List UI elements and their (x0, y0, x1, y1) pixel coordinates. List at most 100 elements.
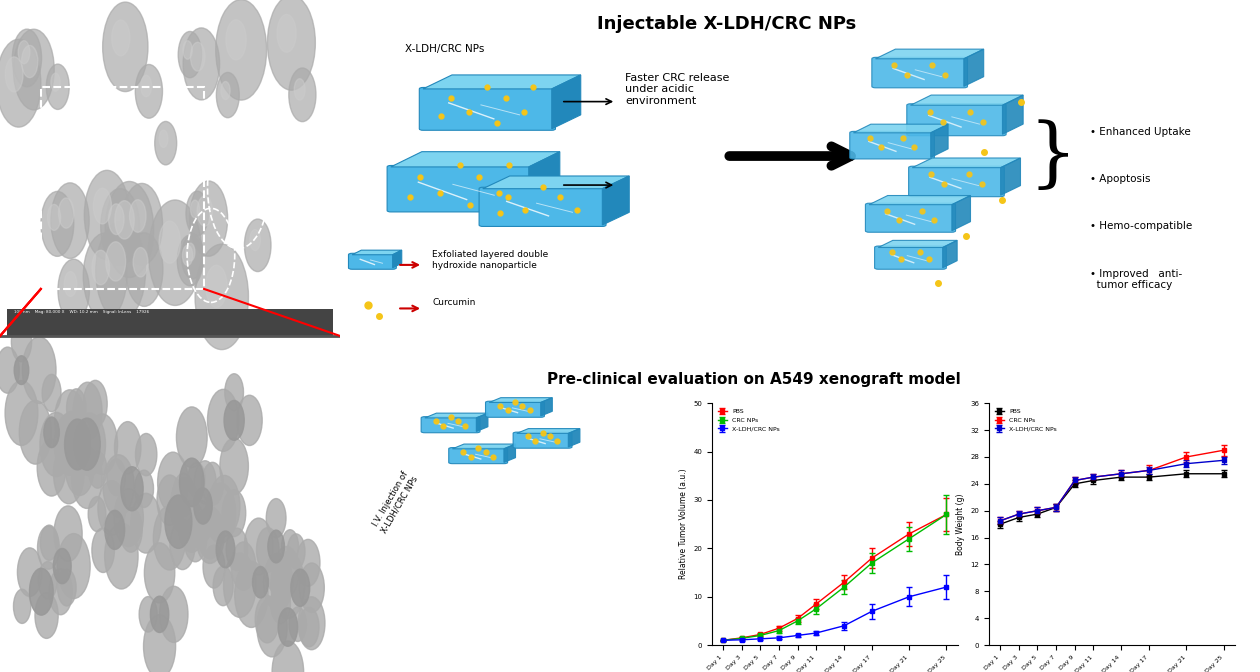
Circle shape (115, 201, 135, 239)
Circle shape (220, 438, 248, 495)
Circle shape (179, 501, 205, 552)
Text: Faster CRC release
under acidic
environment: Faster CRC release under acidic environm… (625, 73, 730, 106)
Circle shape (54, 413, 86, 475)
Polygon shape (568, 429, 580, 447)
Circle shape (170, 478, 199, 534)
Circle shape (271, 585, 291, 624)
Circle shape (18, 41, 30, 64)
Circle shape (53, 444, 84, 504)
Circle shape (44, 417, 59, 448)
Polygon shape (876, 49, 984, 58)
Circle shape (19, 401, 52, 464)
Circle shape (14, 29, 54, 110)
Circle shape (194, 488, 212, 524)
Circle shape (224, 401, 244, 440)
Circle shape (179, 458, 204, 507)
Circle shape (154, 506, 185, 570)
Circle shape (296, 540, 320, 587)
Circle shape (101, 188, 140, 265)
Circle shape (126, 233, 163, 306)
Circle shape (209, 475, 239, 536)
Legend: PBS, CRC NPs, X-LDH/CRC NPs: PBS, CRC NPs, X-LDH/CRC NPs (714, 407, 782, 434)
Circle shape (149, 200, 202, 306)
Polygon shape (869, 196, 970, 205)
Circle shape (234, 562, 268, 628)
Circle shape (227, 528, 248, 571)
Circle shape (93, 188, 111, 224)
Circle shape (213, 566, 233, 605)
Circle shape (300, 563, 324, 612)
Polygon shape (1003, 95, 1023, 134)
Circle shape (299, 607, 319, 647)
Circle shape (134, 247, 147, 277)
Circle shape (23, 337, 55, 403)
Polygon shape (504, 444, 515, 462)
Circle shape (178, 32, 202, 78)
Circle shape (113, 489, 144, 546)
Circle shape (84, 170, 130, 259)
Circle shape (64, 271, 77, 296)
Circle shape (73, 413, 106, 476)
Circle shape (266, 554, 286, 593)
Circle shape (121, 183, 163, 265)
Circle shape (237, 395, 262, 446)
Polygon shape (911, 95, 1023, 106)
Circle shape (217, 531, 234, 568)
Circle shape (103, 455, 135, 517)
Circle shape (144, 615, 175, 672)
Polygon shape (931, 124, 948, 157)
Y-axis label: Relative Tumor Volume (a.u.): Relative Tumor Volume (a.u.) (679, 469, 688, 579)
Circle shape (158, 475, 183, 526)
Circle shape (53, 548, 71, 584)
Circle shape (88, 497, 106, 532)
FancyBboxPatch shape (420, 87, 556, 130)
Circle shape (271, 552, 305, 619)
Circle shape (256, 595, 280, 643)
Circle shape (145, 543, 175, 603)
Circle shape (18, 548, 42, 597)
Circle shape (88, 452, 107, 488)
Circle shape (49, 569, 72, 615)
Circle shape (141, 75, 151, 97)
Text: Curcumin: Curcumin (432, 298, 475, 306)
Circle shape (92, 250, 110, 285)
Circle shape (40, 192, 74, 256)
Circle shape (48, 204, 60, 230)
Circle shape (58, 569, 76, 606)
Circle shape (272, 641, 304, 672)
Circle shape (21, 45, 38, 78)
Circle shape (160, 586, 188, 642)
Circle shape (186, 243, 195, 261)
Circle shape (205, 483, 236, 544)
Circle shape (105, 181, 154, 278)
Circle shape (54, 506, 82, 562)
Circle shape (244, 518, 273, 575)
Text: Pre-clinical evaluation on A549 xenograft model: Pre-clinical evaluation on A549 xenograf… (547, 372, 961, 387)
Circle shape (220, 81, 231, 99)
Polygon shape (423, 75, 581, 89)
Circle shape (58, 198, 74, 228)
Circle shape (29, 569, 53, 615)
Circle shape (205, 265, 227, 307)
Circle shape (195, 244, 248, 349)
Circle shape (136, 433, 158, 476)
Circle shape (188, 462, 205, 497)
Circle shape (257, 528, 278, 572)
Circle shape (106, 242, 126, 281)
Circle shape (183, 245, 193, 265)
Circle shape (190, 200, 199, 218)
Polygon shape (1000, 158, 1021, 196)
Polygon shape (393, 250, 402, 268)
Bar (6, 309, 334, 336)
Circle shape (268, 530, 285, 563)
Polygon shape (951, 196, 970, 230)
Polygon shape (489, 398, 552, 403)
Circle shape (170, 519, 195, 570)
Circle shape (11, 322, 32, 362)
Circle shape (98, 480, 126, 536)
Circle shape (190, 42, 205, 71)
Circle shape (249, 230, 261, 251)
Circle shape (159, 221, 180, 263)
Circle shape (289, 607, 306, 642)
Circle shape (244, 219, 271, 271)
